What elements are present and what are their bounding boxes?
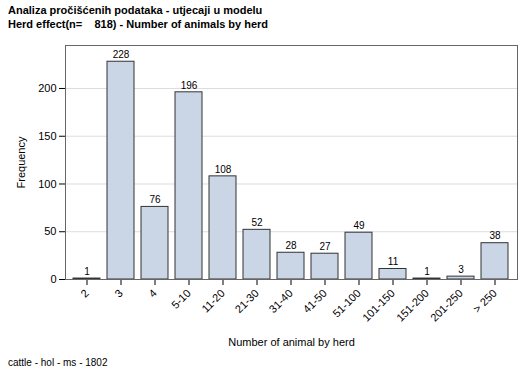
svg-text:201-250: 201-250: [428, 287, 465, 324]
svg-text:150: 150: [38, 130, 56, 142]
html-text:Herd effect(n= 818) - Number o: Herd effect(n= 818) - Number of animals …: [8, 18, 269, 30]
svg-text:51-100: 51-100: [330, 287, 363, 320]
svg-text:31-40: 31-40: [267, 287, 295, 315]
svg-text:1: 1: [84, 266, 90, 277]
svg-text:Number of animal by herd: Number of animal by herd: [228, 336, 355, 348]
svg-text:38: 38: [489, 230, 501, 241]
svg-text:50: 50: [44, 225, 56, 237]
svg-text:76: 76: [149, 194, 161, 205]
svg-text:196: 196: [181, 80, 198, 91]
svg-text:1: 1: [424, 266, 430, 277]
svg-text:228: 228: [113, 49, 130, 60]
svg-text:5-10: 5-10: [169, 287, 193, 311]
svg-text:52: 52: [251, 217, 263, 228]
svg-text:11: 11: [388, 256, 399, 267]
svg-text:101-150: 101-150: [360, 287, 397, 324]
svg-text:> 250: > 250: [471, 287, 499, 315]
svg-text:11-20: 11-20: [199, 287, 227, 315]
svg-text:28: 28: [285, 240, 297, 251]
svg-text:Frequency: Frequency: [15, 136, 27, 188]
svg-text:21-30: 21-30: [233, 287, 261, 315]
svg-text:41-50: 41-50: [301, 287, 329, 315]
svg-text:3: 3: [458, 264, 464, 275]
html-text:cattle - hol - ms - 1802: cattle - hol - ms - 1802: [8, 357, 108, 368]
svg-text:151-200: 151-200: [394, 287, 431, 324]
svg-text:3: 3: [112, 287, 125, 300]
svg-text:49: 49: [353, 220, 365, 231]
svg-text:4: 4: [146, 287, 159, 300]
svg-text:108: 108: [215, 164, 232, 175]
svg-text:27: 27: [319, 241, 331, 252]
html-text:Analiza pročišćenih podataka -: Analiza pročišćenih podataka - utjecaji …: [8, 4, 263, 16]
svg-text:200: 200: [38, 82, 56, 94]
svg-text:2: 2: [78, 287, 91, 300]
svg-text:100: 100: [38, 178, 56, 190]
svg-text:0: 0: [50, 273, 56, 285]
